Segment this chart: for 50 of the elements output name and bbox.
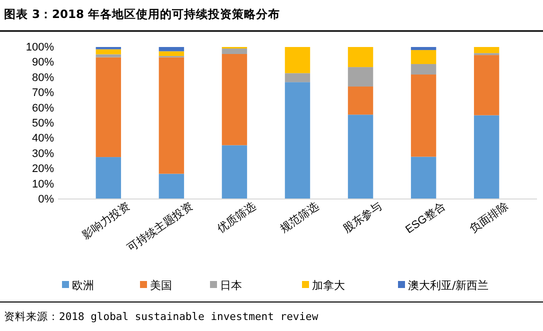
bar (222, 145, 248, 199)
bar (222, 48, 248, 54)
bar (96, 49, 122, 54)
x-tick-label: 优质筛选 (214, 200, 258, 236)
bar (348, 114, 374, 199)
bar (348, 47, 374, 68)
y-tick-label: 80% (32, 72, 54, 84)
bar (348, 86, 374, 115)
x-tick-label: 负面排除 (468, 200, 511, 236)
bar (158, 47, 184, 52)
chart-title: 图表 3：2018 年各地区使用的可持续投资策略分布 (4, 7, 280, 21)
x-tick-label: 股东参与 (340, 200, 384, 236)
y-tick-label: 20% (32, 163, 54, 176)
bar (474, 55, 500, 116)
legend-label: 加拿大 (312, 278, 345, 292)
y-tick-label: 70% (32, 87, 54, 100)
bar (410, 50, 436, 64)
bar (158, 51, 184, 56)
y-tick-label: 30% (32, 148, 54, 160)
legend-label: 美国 (150, 278, 172, 292)
bar (348, 67, 374, 87)
legend-label: 澳大利亚/新西兰 (408, 278, 489, 292)
x-tick-label: ESG整合 (402, 200, 448, 236)
bar (410, 74, 436, 157)
y-tick-label: 40% (32, 132, 54, 145)
y-tick-label: 50% (32, 118, 54, 130)
legend-label: 欧洲 (72, 278, 94, 292)
x-tick-label: 影响力投资 (80, 200, 132, 242)
bar (158, 57, 184, 174)
y-tick-label: 60% (32, 102, 54, 114)
bar (222, 54, 248, 146)
bar (96, 54, 122, 58)
bar (410, 156, 436, 199)
bar (410, 64, 436, 75)
bar (474, 115, 500, 199)
bar (158, 174, 184, 199)
y-tick-label: 90% (32, 56, 54, 69)
y-tick-label: 100% (26, 42, 54, 54)
bar (284, 73, 310, 82)
bar (96, 57, 122, 158)
bar (474, 47, 500, 54)
bar (284, 82, 310, 199)
x-tick-label: 规范筛选 (278, 200, 322, 236)
y-tick-label: 10% (32, 178, 54, 190)
legend-label: 日本 (220, 278, 242, 292)
y-tick-label: 0% (38, 194, 54, 206)
bar (96, 157, 122, 199)
text: 资料来源：2018 global sustainable investment review (4, 310, 319, 323)
bar (410, 47, 436, 50)
bar (284, 47, 310, 74)
